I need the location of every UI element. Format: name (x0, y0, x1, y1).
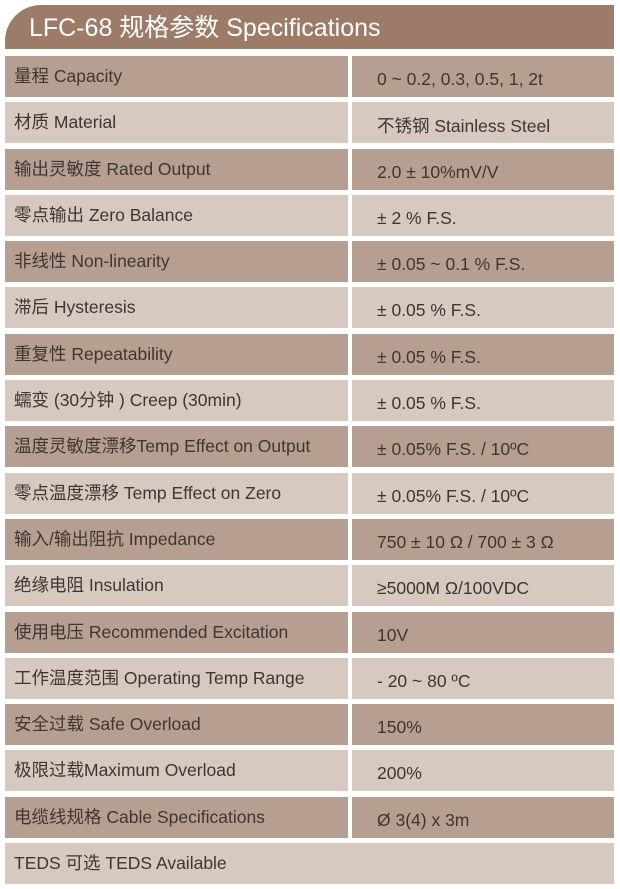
spec-value: 150% (352, 704, 614, 746)
spec-label: 滞后 Hysteresis (5, 287, 348, 329)
spec-value: ± 2 % F.S. (352, 194, 614, 236)
spec-row: 温度灵敏度漂移Temp Effect on Output ± 0.05% F.S.… (5, 426, 614, 468)
spec-label: 输出灵敏度 Rated Output (5, 148, 348, 190)
spec-value: ± 0.05% F.S. / 10ºC (352, 426, 614, 468)
spec-label: 零点输出 Zero Balance (5, 194, 348, 236)
spec-label: 零点温度漂移 Temp Effect on Zero (5, 472, 348, 514)
spec-value: 200% (352, 750, 614, 792)
spec-label: 极限过载Maximum Overload (5, 750, 348, 792)
page-title: LFC-68 规格参数 Specifications (5, 5, 614, 49)
spec-value: ± 0.05 % F.S. (352, 333, 614, 375)
spec-value: 0 ~ 0.2, 0.3, 0.5, 1, 2t (352, 56, 614, 97)
spec-value: 750 ± 10 Ω / 700 ± 3 Ω (352, 518, 614, 560)
spec-row: 蠕变 (30分钟 ) Creep (30min) ± 0.05 % F.S. (5, 380, 614, 422)
spec-label: 使用电压 Recommended Excitation (5, 611, 348, 653)
spec-label: 电缆线规格 Cable Specifications (5, 796, 348, 838)
spec-value: 不锈钢 Stainless Steel (352, 102, 614, 144)
spec-value: ± 0.05 % F.S. (352, 287, 614, 329)
spec-value: ± 0.05% F.S. / 10ºC (352, 472, 614, 514)
spec-row: 安全过载 Safe Overload 150% (5, 704, 614, 746)
spec-label: TEDS 可选 TEDS Available (5, 843, 614, 885)
spec-row: 零点温度漂移 Temp Effect on Zero ± 0.05% F.S. /… (5, 472, 614, 514)
spec-row: 重复性 Repeatability ± 0.05 % F.S. (5, 333, 614, 375)
spec-value: - 20 ~ 80 ºC (352, 657, 614, 699)
spec-label: 输入/输出阻抗 Impedance (5, 518, 348, 560)
spec-row: 量程 Capacity 0 ~ 0.2, 0.3, 0.5, 1, 2t (5, 56, 614, 97)
spec-value: 2.0 ± 10%mV/V (352, 148, 614, 190)
spec-row: 工作温度范围 Operating Temp Range - 20 ~ 80 ºC (5, 657, 614, 699)
spec-label: 材质 Material (5, 102, 348, 144)
spec-row: 零点输出 Zero Balance ± 2 % F.S. (5, 194, 614, 236)
spec-row: 使用电压 Recommended Excitation 10V (5, 611, 614, 653)
spec-label: 重复性 Repeatability (5, 333, 348, 375)
spec-label: 蠕变 (30分钟 ) Creep (30min) (5, 380, 348, 422)
spec-value: ± 0.05 % F.S. (352, 380, 614, 422)
spec-label: 温度灵敏度漂移Temp Effect on Output (5, 426, 348, 468)
spec-value: Ø 3(4) x 3m (352, 796, 614, 838)
spec-label: 工作温度范围 Operating Temp Range (5, 657, 348, 699)
spec-row: 输入/输出阻抗 Impedance 750 ± 10 Ω / 700 ± 3 Ω (5, 518, 614, 560)
spec-row: 非线性 Non-linearity ± 0.05 ~ 0.1 % F.S. (5, 241, 614, 283)
spec-row: 电缆线规格 Cable Specifications Ø 3(4) x 3m (5, 796, 614, 838)
spec-label: 绝缘电阻 Insulation (5, 565, 348, 607)
spec-label: 非线性 Non-linearity (5, 241, 348, 283)
spec-label: 量程 Capacity (5, 56, 348, 97)
spec-row: 材质 Material 不锈钢 Stainless Steel (5, 102, 614, 144)
spec-row: 滞后 Hysteresis ± 0.05 % F.S. (5, 287, 614, 329)
spec-row: 极限过载Maximum Overload 200% (5, 750, 614, 792)
spec-label: 安全过载 Safe Overload (5, 704, 348, 746)
spec-row: 绝缘电阻 Insulation ≥5000M Ω/100VDC (5, 565, 614, 607)
spec-table: 量程 Capacity 0 ~ 0.2, 0.3, 0.5, 1, 2t 材质 Ma… (5, 56, 614, 889)
spec-row: TEDS 可选 TEDS Available (5, 843, 614, 885)
spec-value: ≥5000M Ω/100VDC (352, 565, 614, 607)
spec-row: 输出灵敏度 Rated Output 2.0 ± 10%mV/V (5, 148, 614, 190)
spec-value: 10V (352, 611, 614, 653)
spec-value: ± 0.05 ~ 0.1 % F.S. (352, 241, 614, 283)
